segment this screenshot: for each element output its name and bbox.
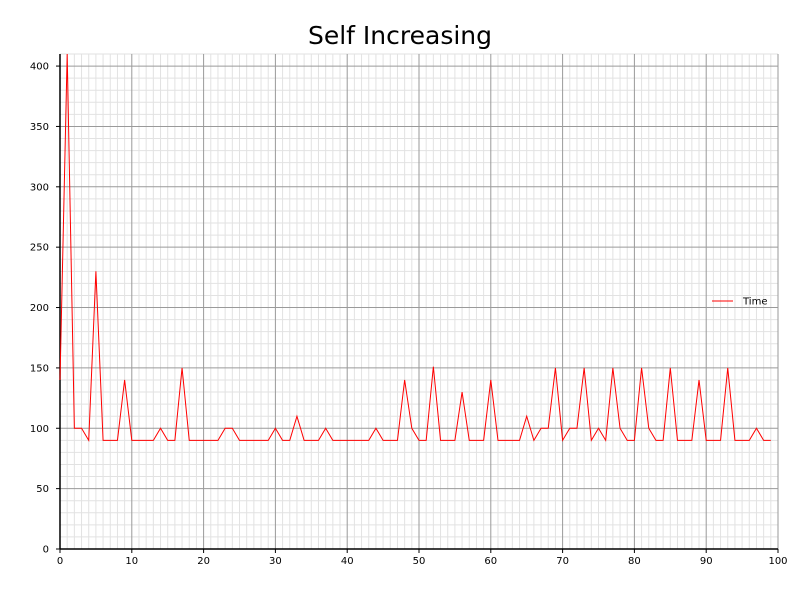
legend-label: Time	[742, 297, 767, 308]
x-tick-label: 20	[197, 556, 210, 567]
x-tick-label: 90	[700, 556, 713, 567]
y-tick-label: 50	[36, 484, 49, 495]
x-tick-label: 70	[556, 556, 569, 567]
y-tick-label: 0	[43, 545, 49, 556]
y-axis-ticks: 0 50 100 150 200 250 300 350 400	[30, 62, 60, 556]
x-tick-label: 0	[57, 556, 63, 567]
y-tick-label: 150	[30, 363, 49, 374]
chart-title: Self Increasing	[308, 21, 492, 50]
y-tick-label: 100	[30, 424, 49, 435]
y-tick-label: 400	[30, 62, 49, 73]
x-tick-label: 80	[628, 556, 641, 567]
x-axis-ticks: 0 10 20 30 40 50 60 70 80 90 100	[57, 549, 788, 567]
y-tick-label: 350	[30, 122, 49, 133]
y-tick-label: 300	[30, 182, 49, 193]
x-tick-label: 100	[768, 556, 787, 567]
y-tick-label: 200	[30, 303, 49, 314]
series-line-time	[59, 53, 771, 443]
x-tick-label: 30	[269, 556, 282, 567]
x-tick-label: 60	[484, 556, 497, 567]
x-tick-label: 40	[341, 556, 354, 567]
x-tick-label: 50	[413, 556, 426, 567]
legend: Time	[712, 297, 767, 308]
series-layer	[59, 53, 771, 443]
y-tick-label: 250	[30, 243, 49, 254]
x-tick-label: 10	[125, 556, 138, 567]
